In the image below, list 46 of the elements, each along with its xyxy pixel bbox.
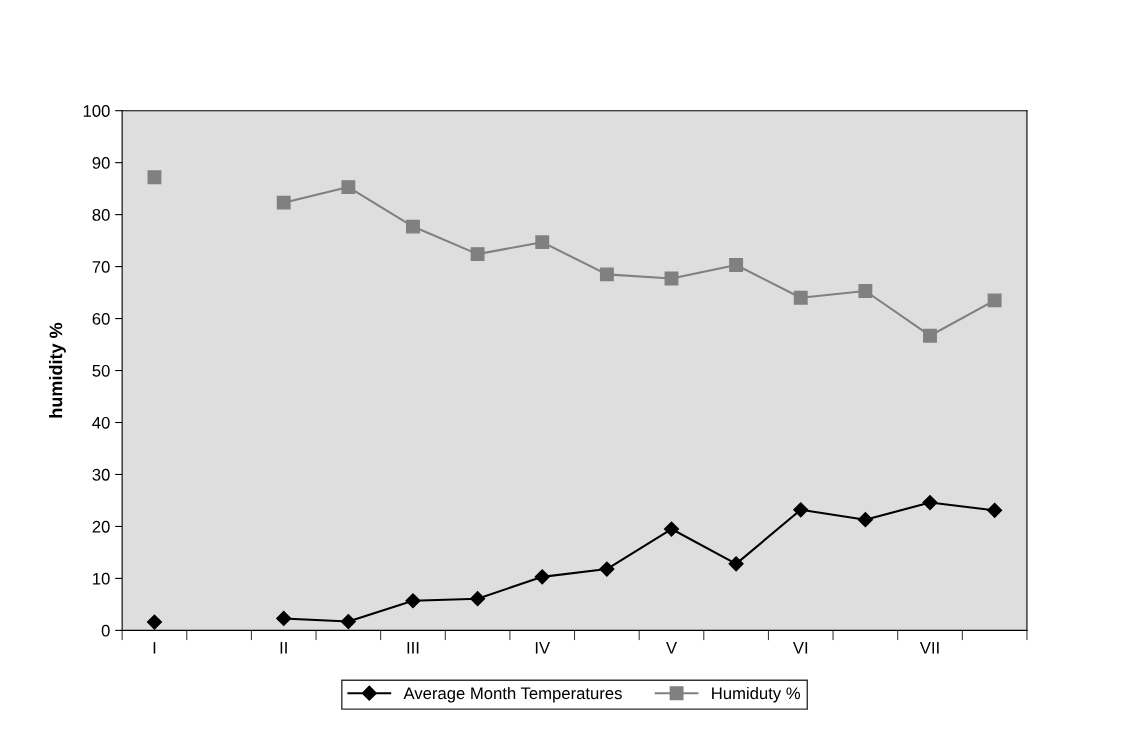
y-tick-label: 90 xyxy=(92,157,110,169)
point xyxy=(793,290,808,305)
point xyxy=(406,219,420,234)
x-tick-label: IV xyxy=(535,642,551,654)
point xyxy=(276,610,292,626)
point xyxy=(728,556,744,572)
y-tick-label: 30 xyxy=(92,468,110,481)
legend-label: Average Month Temperatures xyxy=(403,686,622,703)
point xyxy=(663,521,680,537)
y-tick-label: 40 xyxy=(92,416,110,429)
point xyxy=(793,502,809,518)
point xyxy=(470,247,485,262)
point xyxy=(922,494,938,511)
y-tick-label: 70 xyxy=(92,260,110,273)
point xyxy=(923,328,937,343)
point xyxy=(599,267,614,282)
y-tick-label: 0 xyxy=(101,624,110,637)
y-axis-title: humidity % xyxy=(49,322,66,418)
point xyxy=(470,591,486,607)
point xyxy=(987,293,1002,308)
y-tick-label: 10 xyxy=(93,572,110,585)
point xyxy=(858,284,873,298)
y-tick-label: 50 xyxy=(92,364,110,377)
point xyxy=(534,569,550,585)
point xyxy=(405,593,421,609)
y-tick-label: 100 xyxy=(83,105,110,117)
x-tick-label: VI xyxy=(792,642,808,654)
point xyxy=(340,613,356,630)
legend-label: Humiduty % xyxy=(712,686,801,703)
y-tick-label: 60 xyxy=(92,312,110,325)
point xyxy=(341,180,356,195)
x-tick-label: III xyxy=(407,642,419,654)
x-tick-label: II xyxy=(280,642,287,654)
point xyxy=(276,195,291,210)
point xyxy=(599,561,615,577)
x-tick-label: I xyxy=(153,642,156,654)
y-tick-label: 20 xyxy=(92,520,110,533)
point xyxy=(987,502,1003,518)
point xyxy=(147,170,162,185)
point xyxy=(146,614,163,630)
point xyxy=(729,258,744,272)
y-tick-label: 80 xyxy=(92,209,110,221)
x-tick-label: V xyxy=(666,642,677,654)
point xyxy=(857,512,873,528)
point xyxy=(535,235,550,250)
x-tick-label: VII xyxy=(919,642,939,654)
